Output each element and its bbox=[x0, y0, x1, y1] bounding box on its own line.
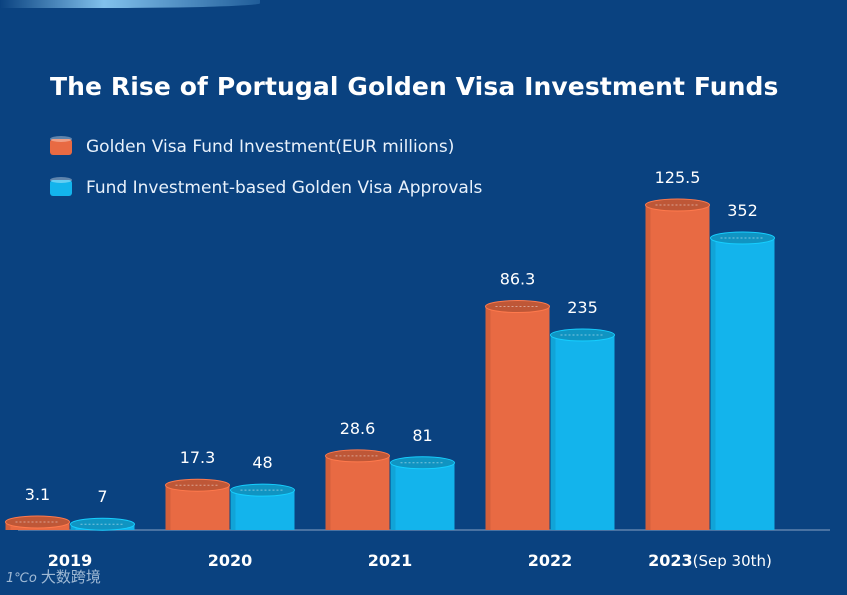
data-label-fund-investment-2022: 86.3 bbox=[500, 270, 536, 289]
bar-visa-approvals-2022 bbox=[550, 335, 615, 530]
data-label-visa-approvals-2022: 235 bbox=[567, 298, 598, 317]
bar-cap-fund-investment-2023 bbox=[645, 198, 710, 212]
bar-cap-fund-investment-2022 bbox=[485, 300, 550, 314]
x-tick-year-2019: 2019 bbox=[48, 551, 93, 570]
legend-label-fund-investment: Golden Visa Fund Investment(EUR millions… bbox=[86, 137, 455, 157]
data-label-fund-investment-2019: 3.1 bbox=[25, 485, 50, 504]
bar-fund-investment-2022 bbox=[485, 306, 550, 530]
x-tick-label-2022: 2022 bbox=[528, 551, 573, 570]
chart-legend: Golden Visa Fund Investment(EUR millions… bbox=[50, 134, 482, 216]
bar-cap-fund-investment-2019 bbox=[5, 515, 70, 529]
legend-item-visa-approvals: Fund Investment-based Golden Visa Approv… bbox=[50, 175, 482, 201]
x-tick-year-2021: 2021 bbox=[368, 551, 413, 570]
chart-title: The Rise of Portugal Golden Visa Investm… bbox=[50, 72, 779, 101]
x-tick-year-2023: 2023 bbox=[648, 551, 693, 570]
data-label-fund-investment-2021: 28.6 bbox=[340, 419, 376, 438]
data-label-fund-investment-2020: 17.3 bbox=[180, 448, 216, 467]
bar-fund-investment-2020 bbox=[165, 485, 230, 530]
data-label-visa-approvals-2019: 7 bbox=[97, 487, 107, 506]
bar-shade-fund-investment-2020 bbox=[165, 485, 171, 530]
data-label-visa-approvals-2023: 352 bbox=[727, 201, 758, 220]
x-tick-label-2023: 2023(Sep 30th) bbox=[648, 551, 772, 570]
bar-cap-visa-approvals-2022 bbox=[550, 328, 615, 342]
bar-visa-approvals-2023 bbox=[710, 238, 775, 530]
bar-fund-investment-2021 bbox=[325, 455, 390, 530]
bar-cap-fund-investment-2020 bbox=[165, 478, 230, 492]
bar-shade-visa-approvals-2022 bbox=[550, 335, 556, 530]
x-tick-year-2022: 2022 bbox=[528, 551, 573, 570]
legend-label-visa-approvals: Fund Investment-based Golden Visa Approv… bbox=[86, 178, 483, 198]
bar-shade-visa-approvals-2021 bbox=[390, 462, 396, 530]
bar-shade-fund-investment-2022 bbox=[485, 306, 491, 530]
bar-cap-visa-approvals-2020 bbox=[230, 483, 295, 497]
data-label-visa-approvals-2020: 48 bbox=[252, 453, 272, 472]
legend-item-fund-investment: Golden Visa Fund Investment(EUR millions… bbox=[50, 134, 482, 160]
bar-shade-fund-investment-2021 bbox=[325, 455, 331, 530]
data-label-fund-investment-2023: 125.5 bbox=[655, 168, 701, 187]
bar-visa-approvals-2020 bbox=[230, 490, 295, 530]
x-tick-label-2021: 2021 bbox=[368, 551, 413, 570]
bar-shade-visa-approvals-2023 bbox=[710, 238, 716, 530]
watermark-text: 大数跨境 bbox=[40, 568, 101, 586]
bar-shade-fund-investment-2023 bbox=[645, 205, 651, 530]
bar-visa-approvals-2021 bbox=[390, 462, 455, 530]
x-tick-label-2019: 2019 bbox=[48, 551, 93, 570]
data-label-visa-approvals-2021: 81 bbox=[412, 426, 432, 445]
bar-shade-fund-investment-2019 bbox=[5, 521, 11, 530]
bar-cap-visa-approvals-2023 bbox=[710, 231, 775, 245]
x-tick-suffix-2023: (Sep 30th) bbox=[693, 552, 772, 570]
bar-shade-visa-approvals-2019 bbox=[70, 524, 76, 530]
bar-fund-investment-2023 bbox=[645, 205, 710, 530]
legend-swatch-orange bbox=[50, 136, 72, 155]
bar-cap-fund-investment-2021 bbox=[325, 449, 390, 463]
legend-swatch-blue bbox=[50, 177, 72, 196]
watermark-logo: 1℃o bbox=[6, 571, 37, 586]
watermark: 1℃o 大数跨境 bbox=[6, 566, 101, 587]
x-tick-label-2020: 2020 bbox=[208, 551, 253, 570]
bar-cap-visa-approvals-2019 bbox=[70, 517, 135, 531]
bar-shade-visa-approvals-2020 bbox=[230, 490, 236, 530]
bar-cap-visa-approvals-2021 bbox=[390, 456, 455, 470]
top-glow-decoration bbox=[0, 0, 260, 8]
x-tick-year-2020: 2020 bbox=[208, 551, 253, 570]
